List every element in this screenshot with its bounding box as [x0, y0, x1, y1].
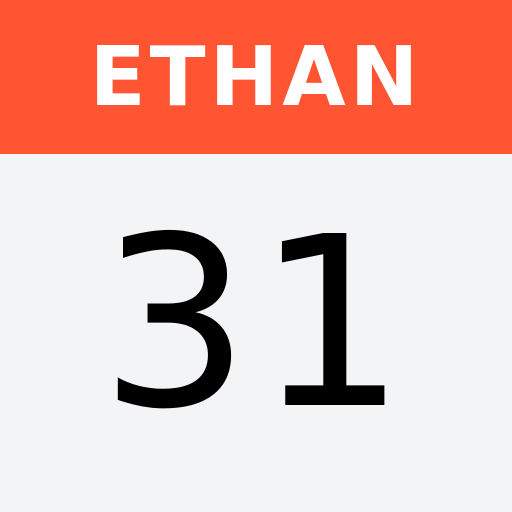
- calendar-header-band: ETHAN: [0, 0, 512, 154]
- calendar-day-number: 31: [99, 186, 413, 461]
- calendar-header-label: ETHAN: [89, 30, 423, 125]
- calendar-body: 31: [0, 154, 512, 512]
